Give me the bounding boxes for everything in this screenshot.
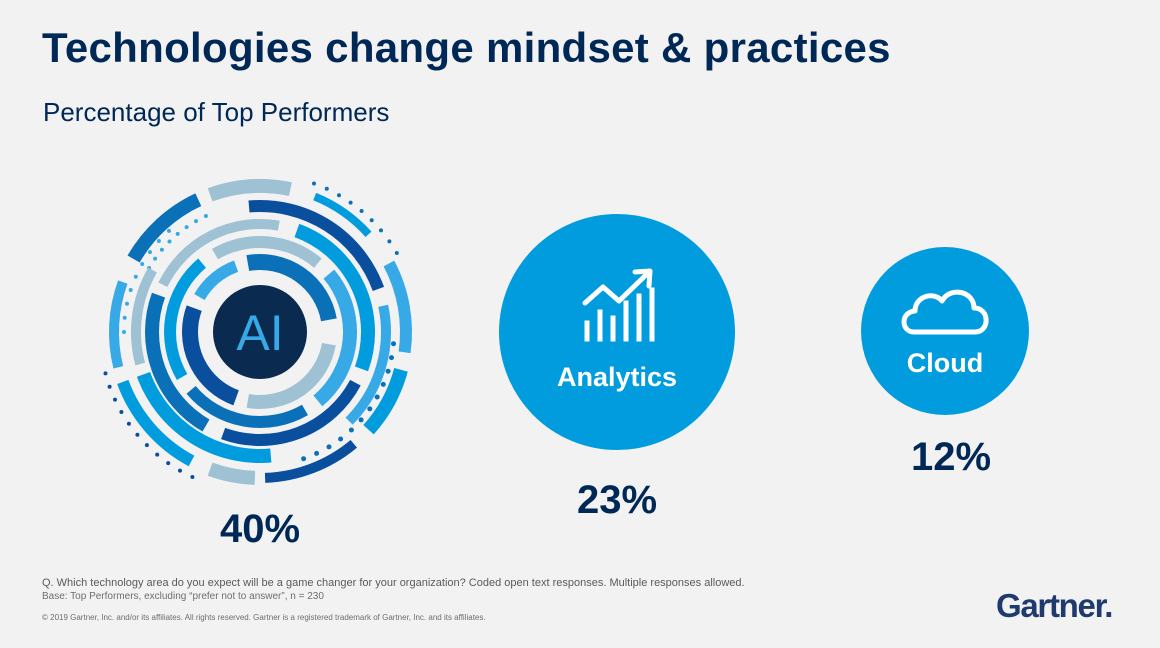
ring-dot — [122, 315, 127, 320]
bubble-analytics — [499, 214, 735, 450]
ring-dot — [337, 193, 341, 198]
ring-arc — [363, 367, 408, 435]
footnote-question: Q. Which technology area do you expect w… — [42, 577, 745, 589]
ring-dot — [153, 256, 158, 261]
ring-dot — [312, 181, 316, 186]
bubble-chart: AI 40% Analytics 23% Cloud 12% — [103, 179, 1029, 551]
ring-arc — [221, 379, 361, 446]
ring-dot — [385, 368, 391, 374]
ring-arc — [345, 304, 391, 425]
slide-subtitle: Percentage of Top Performers — [43, 97, 390, 127]
ring-dot — [301, 456, 307, 462]
ring-dot — [387, 239, 392, 244]
logo-text: Gartner — [996, 587, 1106, 624]
ring-dot — [155, 452, 160, 457]
bubble-label-analytics: Analytics — [557, 362, 677, 392]
ring-arc — [207, 179, 292, 202]
ring-arc — [145, 292, 210, 432]
ring-dot — [178, 468, 182, 473]
ring-dot — [348, 427, 354, 433]
ring-dot — [389, 355, 394, 361]
ring-dot — [380, 381, 386, 387]
ring-dot — [167, 228, 171, 233]
footnote-base: Base: Top Performers, excluding “prefer … — [42, 591, 324, 602]
ring-arc — [194, 260, 239, 301]
ring-dot — [119, 410, 124, 414]
ring-arc — [246, 254, 337, 322]
ring-dot — [367, 406, 373, 412]
bubble-label-cloud: Cloud — [907, 348, 983, 378]
value-label-ai: 40% — [220, 507, 300, 551]
ring-dot — [148, 250, 152, 255]
ring-dot — [326, 444, 332, 450]
ring-arc — [186, 385, 308, 428]
cloud-icon — [901, 289, 989, 335]
ring-dot — [135, 432, 140, 437]
ring-dot — [144, 443, 149, 448]
ring-dot — [167, 239, 172, 244]
ring-arc — [136, 371, 272, 463]
ring-arc — [248, 200, 385, 292]
ring-dot — [194, 219, 198, 224]
ring-arc — [131, 267, 157, 366]
ring-arc — [264, 439, 358, 483]
trend-chart-icon — [582, 268, 655, 342]
ring-dot — [314, 450, 320, 456]
bubble-label-ai: AI — [236, 305, 283, 361]
ring-dot — [107, 384, 112, 389]
ring-dot — [122, 330, 126, 334]
ring-dot — [184, 225, 189, 230]
ring-arc — [182, 305, 240, 406]
ring-arc — [294, 223, 375, 372]
bubble-ai — [213, 285, 307, 379]
ring-arc — [383, 260, 412, 354]
ring-arc — [164, 258, 207, 380]
ring-arc — [109, 280, 128, 369]
ring-arc — [313, 192, 372, 238]
ring-dot — [348, 200, 353, 205]
value-label-cloud: 12% — [911, 435, 991, 479]
ring-arc — [117, 379, 195, 467]
ring-dot — [358, 417, 364, 423]
ring-dot — [126, 421, 131, 426]
gartner-logo: Gartner. — [996, 587, 1113, 625]
ring-arc — [127, 193, 202, 263]
copyright-text: © 2019 Gartner, Inc. and/or its affiliat… — [42, 613, 486, 622]
ring-dot — [379, 228, 383, 233]
ring-arc — [207, 462, 256, 485]
ring-dot — [175, 231, 180, 236]
ring-dot — [190, 475, 195, 479]
logo-dot: . — [1104, 587, 1113, 624]
ring-dot — [113, 397, 117, 402]
ai-rings-icon — [103, 179, 412, 485]
ring-dot — [125, 301, 129, 306]
ring-dot — [133, 274, 138, 279]
ring-dot — [338, 436, 344, 442]
ring-dot — [203, 214, 208, 218]
ring-dot — [394, 251, 399, 255]
ring-dot — [369, 218, 374, 223]
ring-arc — [313, 269, 357, 407]
ring-dot — [140, 262, 145, 266]
ring-dot — [156, 239, 161, 243]
value-label-analytics: 23% — [577, 478, 657, 522]
ring-dot — [391, 341, 396, 347]
ring-arc — [246, 342, 336, 409]
ring-dot — [166, 461, 171, 466]
ring-dot — [128, 288, 133, 292]
ring-dot — [359, 209, 364, 213]
ring-dot — [159, 247, 164, 252]
slide-title: Technologies change mindset & practices — [42, 24, 891, 71]
ring-dot — [103, 371, 108, 376]
ring-dot — [324, 186, 329, 191]
ring-arc — [212, 236, 322, 268]
ring-dot — [374, 394, 380, 400]
ring-arc — [158, 218, 280, 287]
